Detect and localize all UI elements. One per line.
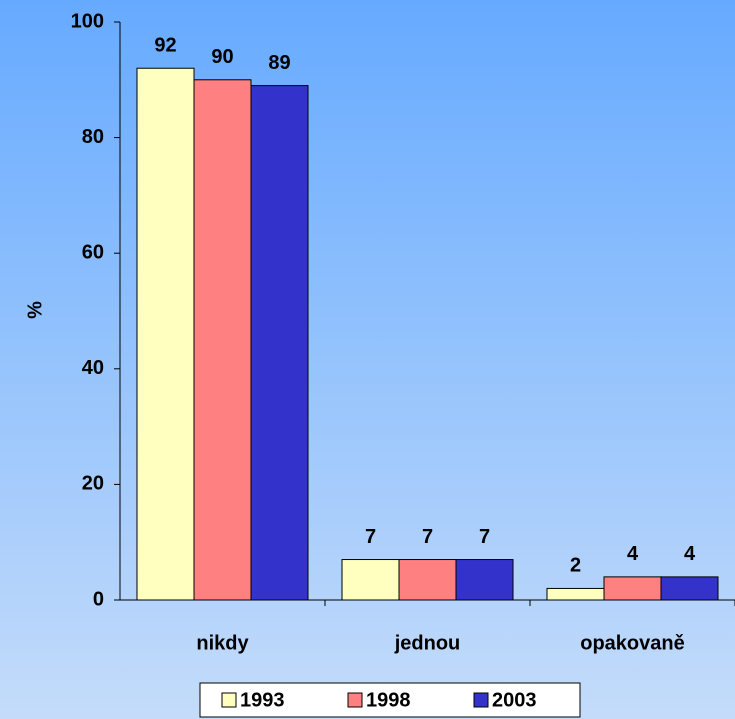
x-tick-label: nikdy xyxy=(196,632,249,654)
legend-label: 1993 xyxy=(240,689,285,711)
bar xyxy=(341,559,400,601)
legend-box xyxy=(199,682,581,718)
legend-swatch xyxy=(221,692,237,708)
bar xyxy=(398,559,457,601)
value-label: 4 xyxy=(627,543,639,565)
y-tick-label: 100 xyxy=(71,10,104,32)
value-label: 90 xyxy=(211,46,233,68)
y-axis-label: % xyxy=(24,301,46,319)
value-label: 89 xyxy=(268,52,290,74)
bar xyxy=(546,587,605,601)
y-tick-label: 60 xyxy=(82,241,104,263)
y-tick-label: 80 xyxy=(82,126,104,148)
value-label: 7 xyxy=(422,526,433,548)
value-label: 2 xyxy=(570,555,581,577)
bar xyxy=(603,576,662,601)
y-tick-label: 20 xyxy=(82,473,104,495)
x-tick-label: opakovaně xyxy=(580,632,684,654)
x-tick-label: jednou xyxy=(394,632,461,654)
bar xyxy=(136,67,195,601)
legend-label: 1998 xyxy=(366,689,411,711)
bar xyxy=(660,576,719,601)
y-tick-label: 0 xyxy=(93,588,104,610)
value-label: 4 xyxy=(684,543,696,565)
value-label: 92 xyxy=(154,35,176,57)
value-label: 7 xyxy=(479,526,490,548)
value-label: 7 xyxy=(365,526,376,548)
bar xyxy=(455,559,514,601)
legend-swatch xyxy=(473,692,489,708)
legend-label: 2003 xyxy=(492,689,537,711)
y-tick-label: 40 xyxy=(82,357,104,379)
bar xyxy=(250,85,309,601)
legend-swatch xyxy=(347,692,363,708)
bar xyxy=(193,79,252,601)
